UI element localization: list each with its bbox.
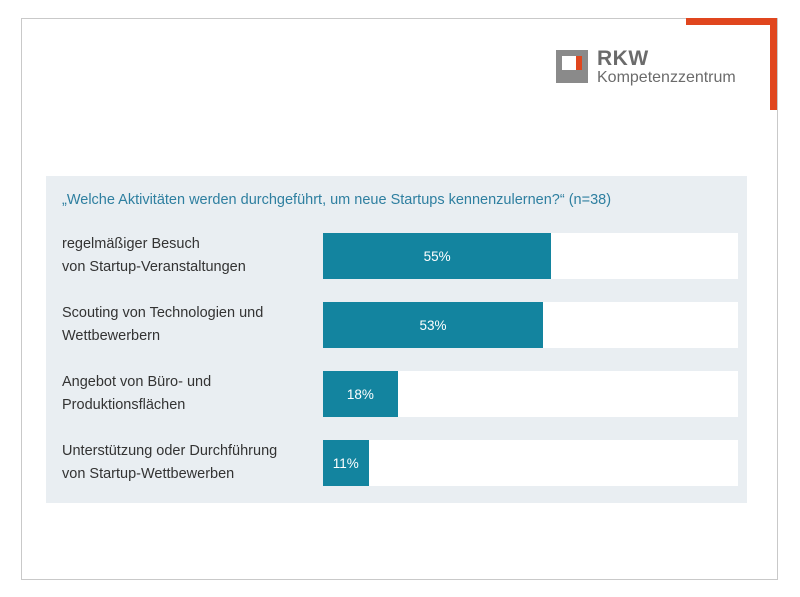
category-label-line: Wettbewerbern	[62, 328, 161, 344]
category-label-line: Scouting von Technologien und	[62, 305, 264, 321]
rkw-logo: RKW Kompetenzzentrum	[556, 47, 746, 90]
bar: 18%	[323, 371, 398, 417]
bar-value-label: 53%	[419, 317, 447, 333]
bar: 55%	[323, 233, 552, 279]
bar-track: 11%	[323, 440, 738, 486]
category-label-line: Angebot von Büro- und	[62, 374, 212, 390]
category-label-line: von Startup-Veranstaltungen	[62, 259, 246, 275]
corner-accent-right	[770, 18, 777, 110]
corner-accent-top	[686, 18, 777, 25]
category-label-line: Unterstützung oder Durchführung	[62, 443, 278, 459]
category-label: Scouting von Technologien und Wettbewerbe…	[62, 302, 322, 348]
chart-title: „Welche Aktivitäten werden durchgeführt,…	[62, 192, 612, 208]
rkw-logo-icon	[556, 50, 588, 83]
bar-value-label: 55%	[423, 248, 451, 264]
bar: 53%	[323, 302, 543, 348]
bar-value-label: 11%	[332, 455, 359, 471]
bar-track: 53%	[323, 302, 738, 348]
bar: 11%	[323, 440, 369, 486]
category-label-line: Produktionsflächen	[62, 397, 186, 413]
bar-value-label: 18%	[346, 386, 374, 402]
category-label: regelmäßiger Besuch von Startup-Veranstal…	[62, 233, 322, 279]
logo-square-accent	[576, 56, 582, 70]
logo-square-inner	[562, 56, 576, 70]
category-label-line: regelmäßiger Besuch	[62, 236, 200, 252]
category-label-line: von Startup-Wettbewerben	[62, 466, 235, 482]
chart-panel: „Welche Aktivitäten werden durchgeführt,…	[46, 176, 747, 503]
bar-track: 18%	[323, 371, 738, 417]
category-label: Angebot von Büro- und Produktionsflächen	[62, 371, 322, 417]
bar-track: 55%	[323, 233, 738, 279]
logo-name: RKW	[597, 47, 649, 70]
logo-subtitle: Kompetenzzentrum	[597, 69, 736, 86]
category-label: Unterstützung oder Durchführung von Start…	[62, 440, 322, 486]
